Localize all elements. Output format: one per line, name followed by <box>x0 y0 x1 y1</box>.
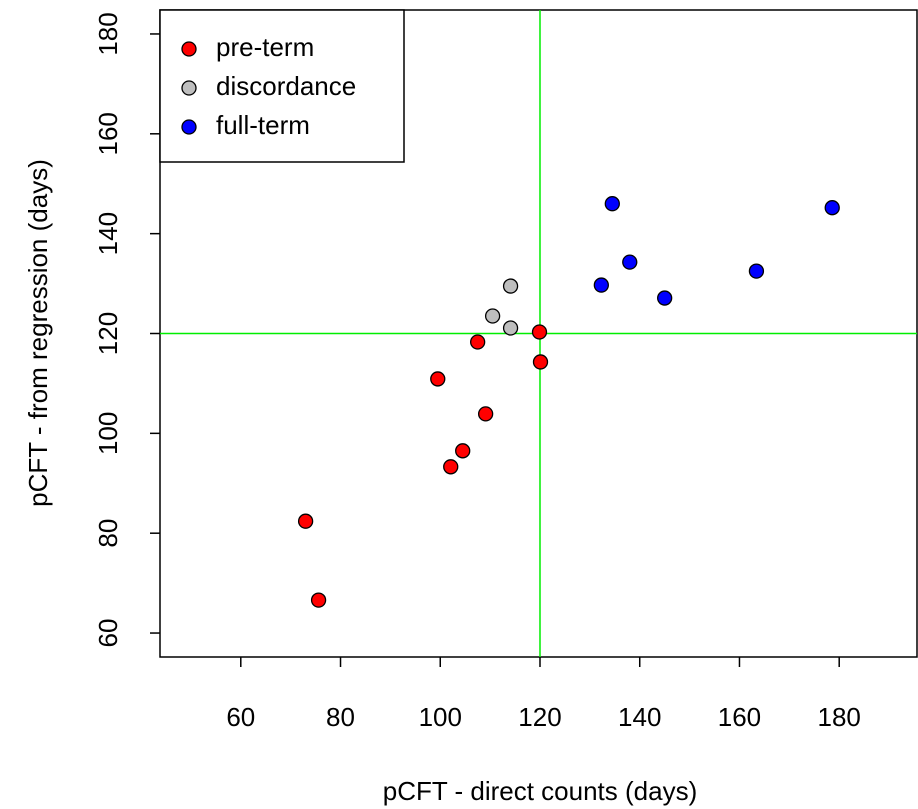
x-tick-label: 140 <box>618 702 661 732</box>
point <box>593 277 609 293</box>
x-tick-label: 80 <box>326 702 355 732</box>
point <box>430 371 446 387</box>
y-tick-label: 140 <box>93 212 123 255</box>
point <box>532 354 549 370</box>
point <box>622 254 638 270</box>
point <box>657 290 673 306</box>
point <box>470 334 486 350</box>
y-tick-label: 80 <box>93 519 123 548</box>
point <box>443 459 459 475</box>
legend-label: discordance <box>216 71 356 101</box>
point <box>310 592 327 608</box>
point <box>297 513 314 529</box>
point <box>824 200 840 216</box>
y-tick-label: 160 <box>93 112 123 155</box>
point <box>604 196 620 212</box>
x-tick-label: 180 <box>818 702 861 732</box>
point <box>455 443 471 459</box>
x-axis-label: pCFT - direct counts (days) <box>383 776 698 806</box>
x-tick-label: 100 <box>419 702 462 732</box>
point <box>531 324 548 340</box>
legend-box <box>159 9 405 163</box>
point <box>477 406 494 422</box>
y-tick-label: 60 <box>93 619 123 648</box>
legend-marker <box>181 41 197 57</box>
legend-label: full-term <box>216 110 310 140</box>
x-tick-label: 120 <box>518 702 561 732</box>
y-axis-label: pCFT - from regression (days) <box>23 159 53 507</box>
x-tick-label: 160 <box>718 702 761 732</box>
legend-label: pre-term <box>216 32 314 62</box>
point <box>748 263 765 279</box>
point <box>484 308 501 324</box>
legend-marker <box>181 80 197 96</box>
point <box>502 278 519 294</box>
y-tick-label: 120 <box>93 312 123 355</box>
x-tick-label: 60 <box>226 702 255 732</box>
legend-marker <box>181 119 197 135</box>
y-tick-label: 100 <box>93 412 123 455</box>
y-tick-label: 180 <box>93 12 123 55</box>
point <box>502 320 519 336</box>
